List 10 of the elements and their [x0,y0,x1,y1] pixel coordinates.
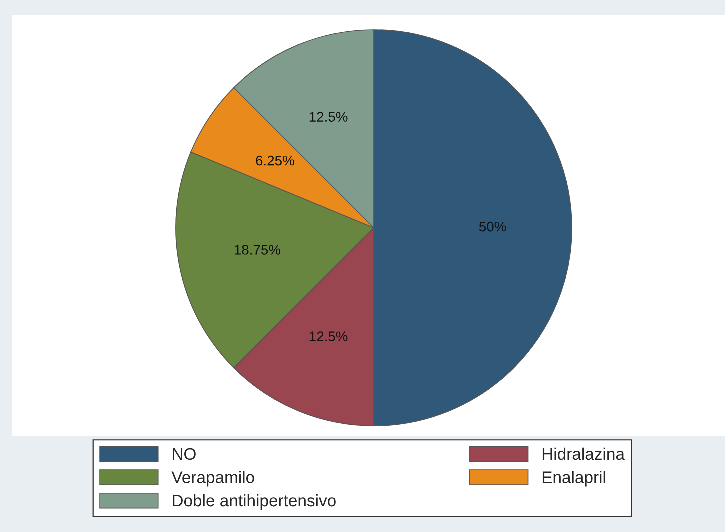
legend-label: Doble antihipertensivo [173,494,336,510]
legend-label: Hidralazina [542,448,625,460]
data-label: 18.75% [234,245,281,255]
data-label: 12.5% [310,332,348,342]
data-label: 50% [479,222,506,232]
legend-label: NO [173,448,196,460]
data-label: 6.25% [256,156,294,166]
legend-label: Verapamilo [172,471,254,487]
data-label: 12.5% [310,112,348,122]
legend-label: Enalapril [542,471,606,487]
